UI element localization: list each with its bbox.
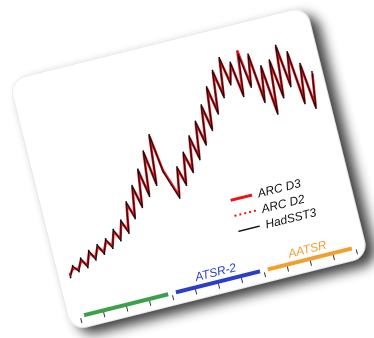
- legend-swatch: [238, 225, 260, 233]
- data-point: [119, 239, 122, 242]
- x-tick: [80, 318, 83, 324]
- data-point: [188, 135, 190, 137]
- data-point: [95, 259, 97, 261]
- data-point: [72, 268, 75, 271]
- x-tick: [217, 283, 221, 289]
- data-point: [103, 253, 106, 256]
- data-point: [111, 247, 114, 250]
- data-point: [88, 253, 91, 255]
- data-point: [68, 273, 71, 275]
- era-segment: [175, 269, 261, 295]
- x-tick: [103, 312, 106, 318]
- data-point: [102, 249, 105, 252]
- card-sheen: [12, 9, 325, 165]
- data-point: [97, 247, 99, 250]
- data-point: [198, 158, 201, 161]
- data-point: [148, 195, 151, 198]
- data-point: [176, 166, 178, 168]
- data-point: [205, 143, 208, 146]
- data-point: [77, 267, 80, 270]
- data-point: [87, 249, 90, 252]
- data-point: [142, 150, 145, 153]
- data-point: [315, 107, 317, 110]
- x-tick: [332, 255, 335, 261]
- data-point: [131, 184, 133, 187]
- data-point: [128, 232, 130, 234]
- x-tick: [286, 266, 290, 272]
- data-point: [119, 219, 122, 222]
- data-point: [71, 264, 74, 267]
- data-point: [276, 113, 279, 115]
- era-segment: [83, 292, 169, 318]
- x-tick: [240, 277, 244, 284]
- data-point: [162, 171, 165, 174]
- data-point: [136, 168, 139, 171]
- data-point: [104, 238, 107, 240]
- data-point: [96, 243, 99, 246]
- data-point: [112, 228, 115, 231]
- data-point: [87, 266, 89, 269]
- x-tick: [195, 289, 198, 295]
- data-point: [134, 217, 137, 220]
- data-point: [185, 184, 188, 187]
- data-point: [211, 129, 214, 132]
- data-point: [79, 257, 82, 260]
- x-tick: [263, 272, 267, 278]
- data-point: [105, 241, 108, 244]
- data-point: [125, 201, 128, 203]
- data-point: [94, 255, 96, 258]
- era-segment: [267, 246, 353, 272]
- data-point: [141, 206, 144, 209]
- data-point: [80, 260, 83, 263]
- data-point: [170, 184, 173, 187]
- data-point: [182, 151, 185, 154]
- x-tick: [309, 260, 313, 266]
- data-point: [86, 263, 88, 265]
- legend-swatch: [230, 193, 253, 202]
- legend-swatch: [234, 209, 257, 217]
- data-point: [178, 197, 181, 199]
- data-point: [69, 276, 72, 279]
- x-tick: [149, 300, 152, 306]
- data-point: [192, 171, 195, 174]
- data-point: [155, 184, 158, 187]
- data-point: [78, 270, 80, 273]
- x-tick: [172, 295, 175, 301]
- x-tick: [126, 306, 129, 312]
- data-point: [304, 102, 306, 105]
- x-tick: [355, 249, 358, 255]
